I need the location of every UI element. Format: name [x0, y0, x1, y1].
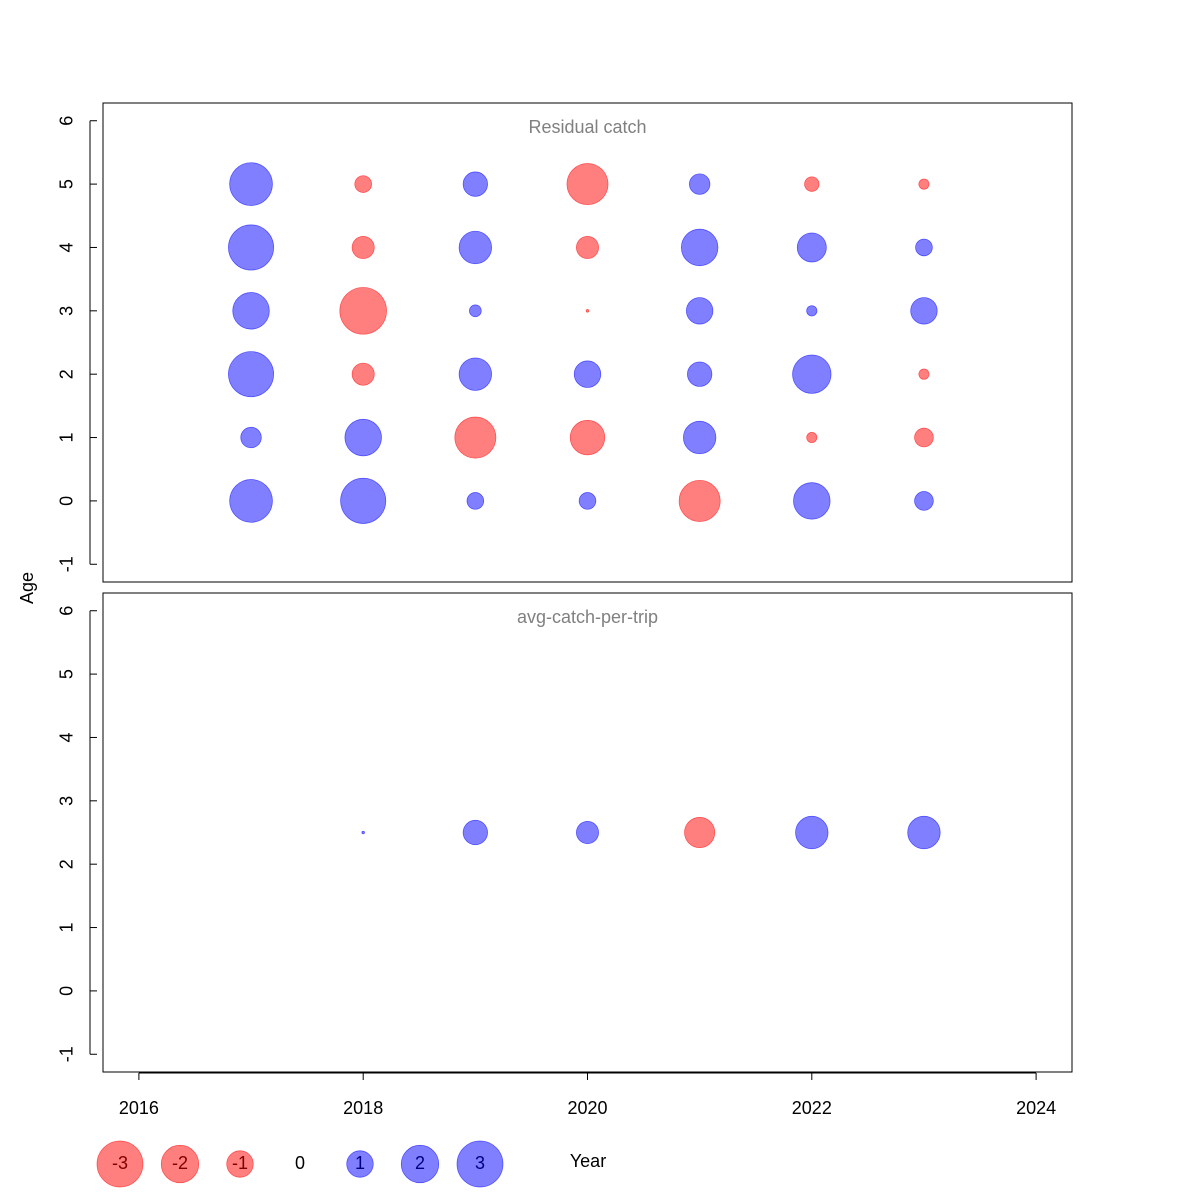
legend-bubble	[96, 1140, 144, 1188]
bubble	[573, 360, 602, 388]
bubble	[229, 479, 273, 523]
y-tick-label: 1	[57, 433, 77, 443]
x-axis-label: Year	[570, 1151, 606, 1171]
bubble	[228, 224, 275, 271]
bubble	[351, 236, 375, 259]
y-tick-label: 5	[57, 669, 77, 679]
y-tick-label: 5	[57, 179, 77, 189]
bubble	[918, 178, 930, 190]
bubble	[578, 492, 597, 510]
x-tick-label: 2020	[567, 1098, 607, 1118]
bubble	[683, 420, 717, 455]
y-tick-label: 6	[57, 116, 77, 126]
bubble	[344, 418, 382, 457]
panel-title: avg-catch-per-trip	[517, 607, 658, 627]
bubble	[678, 479, 721, 522]
bubble	[339, 287, 387, 335]
bubble	[466, 492, 485, 510]
bubble	[914, 491, 934, 511]
bubble	[340, 477, 387, 524]
y-tick-label: 2	[57, 859, 77, 869]
x-tick-label: 2018	[343, 1098, 383, 1118]
y-tick-label: 0	[57, 496, 77, 506]
bubble	[687, 361, 713, 387]
y-axis-label: Age	[17, 572, 37, 604]
x-tick-label: 2024	[1016, 1098, 1056, 1118]
bubble	[566, 163, 609, 206]
bubble	[804, 176, 820, 192]
bubble	[454, 416, 497, 459]
y-tick-label: 0	[57, 986, 77, 996]
bubble	[684, 817, 716, 848]
bubble	[469, 304, 482, 318]
legend-label: 0	[295, 1153, 305, 1173]
y-tick-label: -1	[57, 556, 77, 572]
bubble	[361, 830, 365, 835]
bubble	[793, 482, 831, 520]
x-tick-label: 2016	[119, 1098, 159, 1118]
bubble	[792, 354, 832, 394]
bubble	[806, 305, 818, 317]
bubble	[576, 821, 599, 844]
legend-bubble	[160, 1144, 200, 1184]
bubble	[806, 432, 818, 444]
y-tick-label: 6	[57, 606, 77, 616]
bubble	[680, 228, 719, 267]
bubble	[232, 292, 270, 330]
y-tick-label: 3	[57, 796, 77, 806]
bubble	[462, 171, 488, 197]
bubble	[796, 232, 827, 263]
panel-frame	[102, 592, 1073, 1073]
bubble	[585, 309, 590, 313]
legend-bubble	[226, 1150, 254, 1178]
bubble	[240, 426, 262, 449]
bubble	[458, 357, 492, 391]
y-tick-label: -1	[57, 1046, 77, 1062]
bubble	[458, 230, 492, 265]
bubble	[686, 297, 714, 325]
bubble	[569, 419, 606, 456]
y-tick-label: 4	[57, 732, 77, 742]
legend-bubble	[400, 1144, 440, 1184]
bubble	[910, 297, 938, 325]
bubble	[576, 236, 599, 259]
bubble	[229, 162, 273, 206]
bubble	[795, 815, 829, 850]
bubble	[462, 819, 488, 846]
bubble	[914, 427, 934, 448]
legend-bubble	[456, 1140, 504, 1188]
bubble	[907, 815, 941, 850]
panel-frame	[102, 102, 1073, 583]
y-tick-label: 4	[57, 242, 77, 252]
bubble	[351, 362, 375, 386]
y-tick-label: 2	[57, 369, 77, 379]
bubble	[918, 368, 930, 380]
bubble	[228, 351, 275, 398]
y-tick-label: 1	[57, 923, 77, 933]
panel-title: Residual catch	[528, 117, 646, 137]
y-tick-label: 3	[57, 306, 77, 316]
x-tick-label: 2022	[792, 1098, 832, 1118]
bubble	[689, 173, 711, 195]
bubble	[354, 175, 372, 193]
legend-bubble	[346, 1150, 374, 1178]
bubble	[915, 238, 933, 257]
